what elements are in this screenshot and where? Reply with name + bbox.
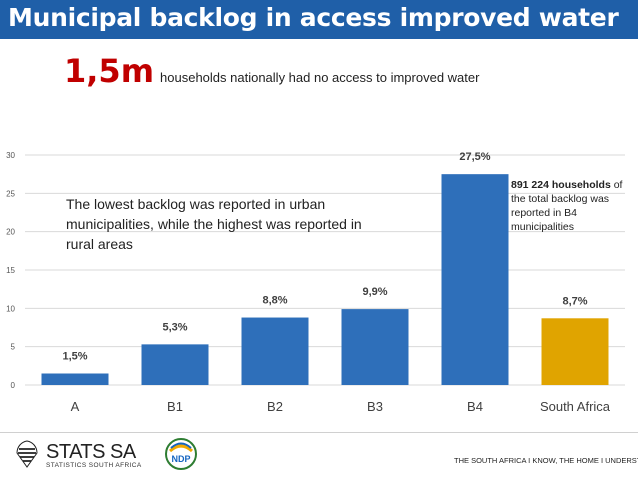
stats-sa-logo: STATS SA STATISTICS SOUTH AFRICA bbox=[46, 441, 142, 469]
chart-annotation: The lowest backlog was reported in urban… bbox=[66, 196, 362, 252]
y-tick-label: 15 bbox=[6, 266, 15, 275]
bar bbox=[341, 309, 409, 385]
bar bbox=[541, 318, 609, 385]
headline: 1,5m households nationally had no access … bbox=[64, 52, 479, 90]
footer-slogan: THE SOUTH AFRICA I KNOW, THE HOME I UNDE… bbox=[454, 456, 638, 465]
headline-text: households nationally had no access to i… bbox=[160, 70, 480, 85]
bar-chart: 0 5 10 15 20 25 30 1,5% A 5,3% B1 8,8% B2 9,9% B3 27,5%… bbox=[6, 151, 625, 414]
y-tick-label: 20 bbox=[6, 228, 15, 237]
x-tick-label: South Africa bbox=[540, 399, 611, 414]
footer-divider bbox=[0, 432, 638, 433]
data-label: 9,9% bbox=[362, 286, 387, 298]
logo-subtitle: STATISTICS SOUTH AFRICA bbox=[46, 462, 142, 469]
y-tick-label: 30 bbox=[6, 151, 15, 160]
data-label: 5,3% bbox=[162, 321, 187, 333]
side-note-text: of the total backlog was reported in B4 … bbox=[511, 179, 623, 233]
side-note-bold: 891 224 households bbox=[511, 179, 611, 191]
headline-value: 1,5m bbox=[64, 52, 155, 90]
data-label: 1,5% bbox=[62, 351, 87, 363]
title-bar: Municipal backlog in access improved wat… bbox=[0, 0, 638, 39]
x-tick-label: B2 bbox=[267, 399, 283, 414]
stats-sa-logo-icon bbox=[16, 440, 38, 468]
ndp-label: NDP bbox=[171, 454, 190, 464]
logo-name: STATS SA bbox=[46, 441, 136, 463]
y-tick-label: 5 bbox=[11, 343, 16, 352]
y-tick-label: 25 bbox=[6, 189, 15, 198]
side-note: 891 224 households of the total backlog … bbox=[511, 178, 626, 234]
data-label: 27,5% bbox=[459, 151, 490, 163]
bar bbox=[241, 317, 309, 385]
bar bbox=[141, 344, 209, 385]
y-tick-label: 10 bbox=[6, 304, 15, 313]
data-label: 8,7% bbox=[562, 295, 587, 307]
page-title: Municipal backlog in access improved wat… bbox=[8, 3, 619, 32]
bar bbox=[441, 174, 509, 385]
y-tick-label: 0 bbox=[11, 381, 16, 390]
x-tick-label: A bbox=[71, 399, 80, 414]
x-tick-label: B4 bbox=[467, 399, 483, 414]
ndp-logo-icon: NDP bbox=[165, 438, 197, 470]
data-label: 8,8% bbox=[262, 295, 287, 307]
bar bbox=[41, 373, 109, 385]
x-tick-label: B1 bbox=[167, 399, 183, 414]
x-tick-label: B3 bbox=[367, 399, 383, 414]
